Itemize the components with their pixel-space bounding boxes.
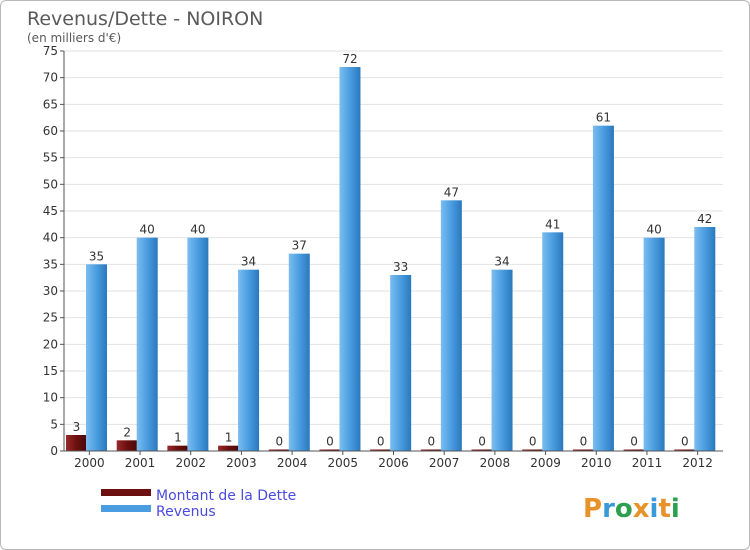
bar-revenus-2003 [238, 269, 260, 451]
legend-label-debt: Montant de la Dette [156, 488, 296, 504]
proxiti-logo: Proxiti [583, 494, 680, 524]
y-tick-label: 75 [43, 44, 58, 58]
y-tick-label: 15 [43, 364, 58, 378]
bars: 3 35 2 40 1 40 1 34 0 37 0 72 0 33 0 47 0 34 0 41 0 61 0 40 0 42 [66, 52, 716, 452]
y-tick-label: 45 [43, 204, 58, 218]
y-tick-label: 50 [43, 177, 58, 191]
y-tick-label: 60 [43, 124, 58, 138]
x-tick-label-2001: 2001 [125, 456, 156, 470]
data-label-debt-2000: 3 [73, 420, 81, 434]
bar-debt-2009 [522, 449, 544, 451]
x-tick-label-2007: 2007 [429, 456, 460, 470]
bar-debt-2008 [471, 449, 493, 451]
x-tick-label-2003: 2003 [226, 456, 257, 470]
bar-revenus-2010 [592, 125, 614, 452]
bar-revenus-2009 [542, 232, 564, 451]
y-tick-label: 65 [43, 97, 58, 111]
data-label-debt-2002: 1 [174, 431, 182, 445]
y-tick-label: 0 [50, 444, 58, 458]
bar-debt-2000 [66, 435, 87, 451]
bar-revenus-2005 [339, 67, 361, 451]
legend-swatch-revenus [101, 505, 151, 512]
bar-debt-2004 [268, 449, 290, 451]
data-label-debt-2008: 0 [478, 435, 486, 449]
data-label-debt-2006: 0 [377, 435, 385, 449]
data-label-debt-2007: 0 [428, 435, 436, 449]
data-label-revenus-2008: 34 [494, 255, 509, 269]
data-label-revenus-2004: 37 [292, 239, 307, 253]
bar-revenus-2007 [440, 200, 462, 451]
data-label-debt-2012: 0 [681, 435, 689, 449]
x-tick-label-2010: 2010 [581, 456, 612, 470]
y-tick-label: 10 [43, 391, 58, 405]
data-label-revenus-2009: 41 [545, 217, 560, 231]
data-label-debt-2011: 0 [630, 435, 638, 449]
bar-revenus-2006 [390, 275, 412, 451]
data-label-revenus-2010: 61 [596, 111, 611, 125]
bar-revenus-2008 [491, 269, 513, 451]
legend-swatch-debt [101, 489, 151, 496]
y-tick-label: 70 [43, 71, 58, 85]
bar-debt-2010 [572, 449, 594, 451]
y-tick-label: 55 [43, 151, 58, 165]
data-label-revenus-2002: 40 [190, 223, 205, 237]
bar-debt-2005 [319, 449, 341, 451]
data-label-revenus-2007: 47 [444, 185, 459, 199]
x-tick-label-2011: 2011 [632, 456, 663, 470]
x-tick-label-2002: 2002 [175, 456, 206, 470]
y-tick-label: 35 [43, 257, 58, 271]
bar-revenus-2002 [187, 237, 209, 451]
bar-revenus-2004 [288, 253, 310, 451]
y-tick-label: 20 [43, 337, 58, 351]
bar-debt-2006 [370, 449, 392, 451]
y-axis: 0 5 10 15 20 25 30 35 40 45 50 55 60 65 70 75 [43, 44, 65, 458]
bar-debt-2003 [218, 445, 240, 451]
proxiti-logo-text: Proxiti [583, 494, 680, 524]
x-tick-label-2004: 2004 [277, 456, 308, 470]
data-label-revenus-2011: 40 [646, 223, 661, 237]
legend: Montant de la Dette Revenus [101, 488, 296, 520]
x-axis: 2000 2001 2002 2003 2004 2005 2006 2007 2008 2009… [64, 450, 723, 470]
data-label-debt-2010: 0 [580, 435, 588, 449]
bar-debt-2012 [674, 449, 696, 451]
data-label-revenus-2012: 42 [697, 212, 712, 226]
data-label-revenus-2003: 34 [241, 255, 256, 269]
data-label-debt-2009: 0 [529, 435, 537, 449]
data-label-revenus-2001: 40 [140, 223, 155, 237]
bar-debt-2002 [167, 445, 189, 451]
bar-revenus-2012 [694, 227, 716, 451]
x-tick-label-2000: 2000 [74, 456, 105, 470]
y-tick-label: 30 [43, 284, 58, 298]
data-label-debt-2001: 2 [123, 425, 131, 439]
x-tick-label-2005: 2005 [328, 456, 359, 470]
bar-revenus-2000 [86, 264, 107, 451]
chart-subtitle: (en milliers d'€) [27, 31, 121, 45]
data-label-revenus-2000: 35 [89, 249, 104, 263]
bar-debt-2007 [420, 449, 442, 451]
data-label-debt-2004: 0 [275, 435, 283, 449]
data-label-debt-2003: 1 [225, 431, 233, 445]
legend-label-revenus: Revenus [156, 504, 216, 520]
bar-debt-2001 [116, 440, 138, 451]
y-tick-label: 40 [43, 231, 58, 245]
y-tick-label: 5 [50, 417, 58, 431]
y-tick-label: 25 [43, 311, 58, 325]
bar-debt-2011 [623, 449, 645, 451]
data-label-debt-2005: 0 [326, 435, 334, 449]
data-label-revenus-2006: 33 [393, 260, 408, 274]
x-tick-label-2012: 2012 [682, 456, 713, 470]
bar-revenus-2011 [643, 237, 665, 451]
x-tick-label-2008: 2008 [480, 456, 511, 470]
x-tick-label-2009: 2009 [530, 456, 561, 470]
bar-revenus-2001 [136, 237, 158, 451]
data-label-revenus-2005: 72 [342, 52, 357, 66]
chart-title: Revenus/Dette - NOIRON [27, 8, 263, 30]
x-tick-label-2006: 2006 [378, 456, 409, 470]
